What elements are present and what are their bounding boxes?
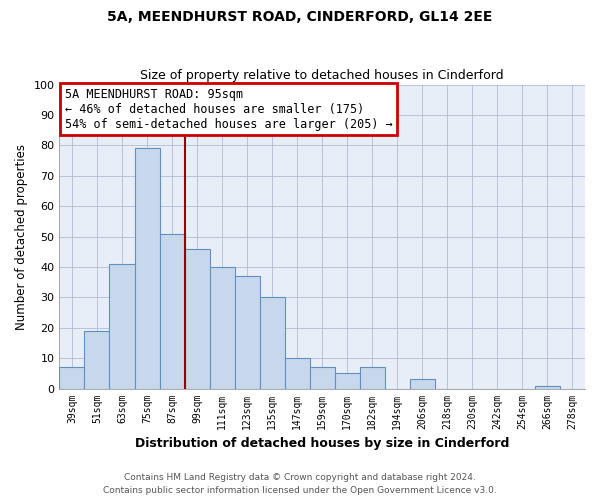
- Text: Contains HM Land Registry data © Crown copyright and database right 2024.
Contai: Contains HM Land Registry data © Crown c…: [103, 474, 497, 495]
- Bar: [59, 368, 85, 388]
- Bar: [185, 248, 209, 388]
- Text: 5A MEENDHURST ROAD: 95sqm
← 46% of detached houses are smaller (175)
54% of semi: 5A MEENDHURST ROAD: 95sqm ← 46% of detac…: [65, 88, 392, 130]
- Bar: [535, 386, 560, 388]
- Title: Size of property relative to detached houses in Cinderford: Size of property relative to detached ho…: [140, 69, 504, 82]
- Bar: [284, 358, 310, 388]
- X-axis label: Distribution of detached houses by size in Cinderford: Distribution of detached houses by size …: [135, 437, 509, 450]
- Bar: [209, 267, 235, 388]
- Bar: [85, 331, 109, 388]
- Bar: [310, 368, 335, 388]
- Text: 5A, MEENDHURST ROAD, CINDERFORD, GL14 2EE: 5A, MEENDHURST ROAD, CINDERFORD, GL14 2E…: [107, 10, 493, 24]
- Bar: [235, 276, 260, 388]
- Bar: [410, 380, 435, 388]
- Bar: [134, 148, 160, 388]
- Bar: [360, 368, 385, 388]
- Bar: [335, 374, 360, 388]
- Bar: [160, 234, 185, 388]
- Y-axis label: Number of detached properties: Number of detached properties: [15, 144, 28, 330]
- Bar: [260, 298, 284, 388]
- Bar: [109, 264, 134, 388]
